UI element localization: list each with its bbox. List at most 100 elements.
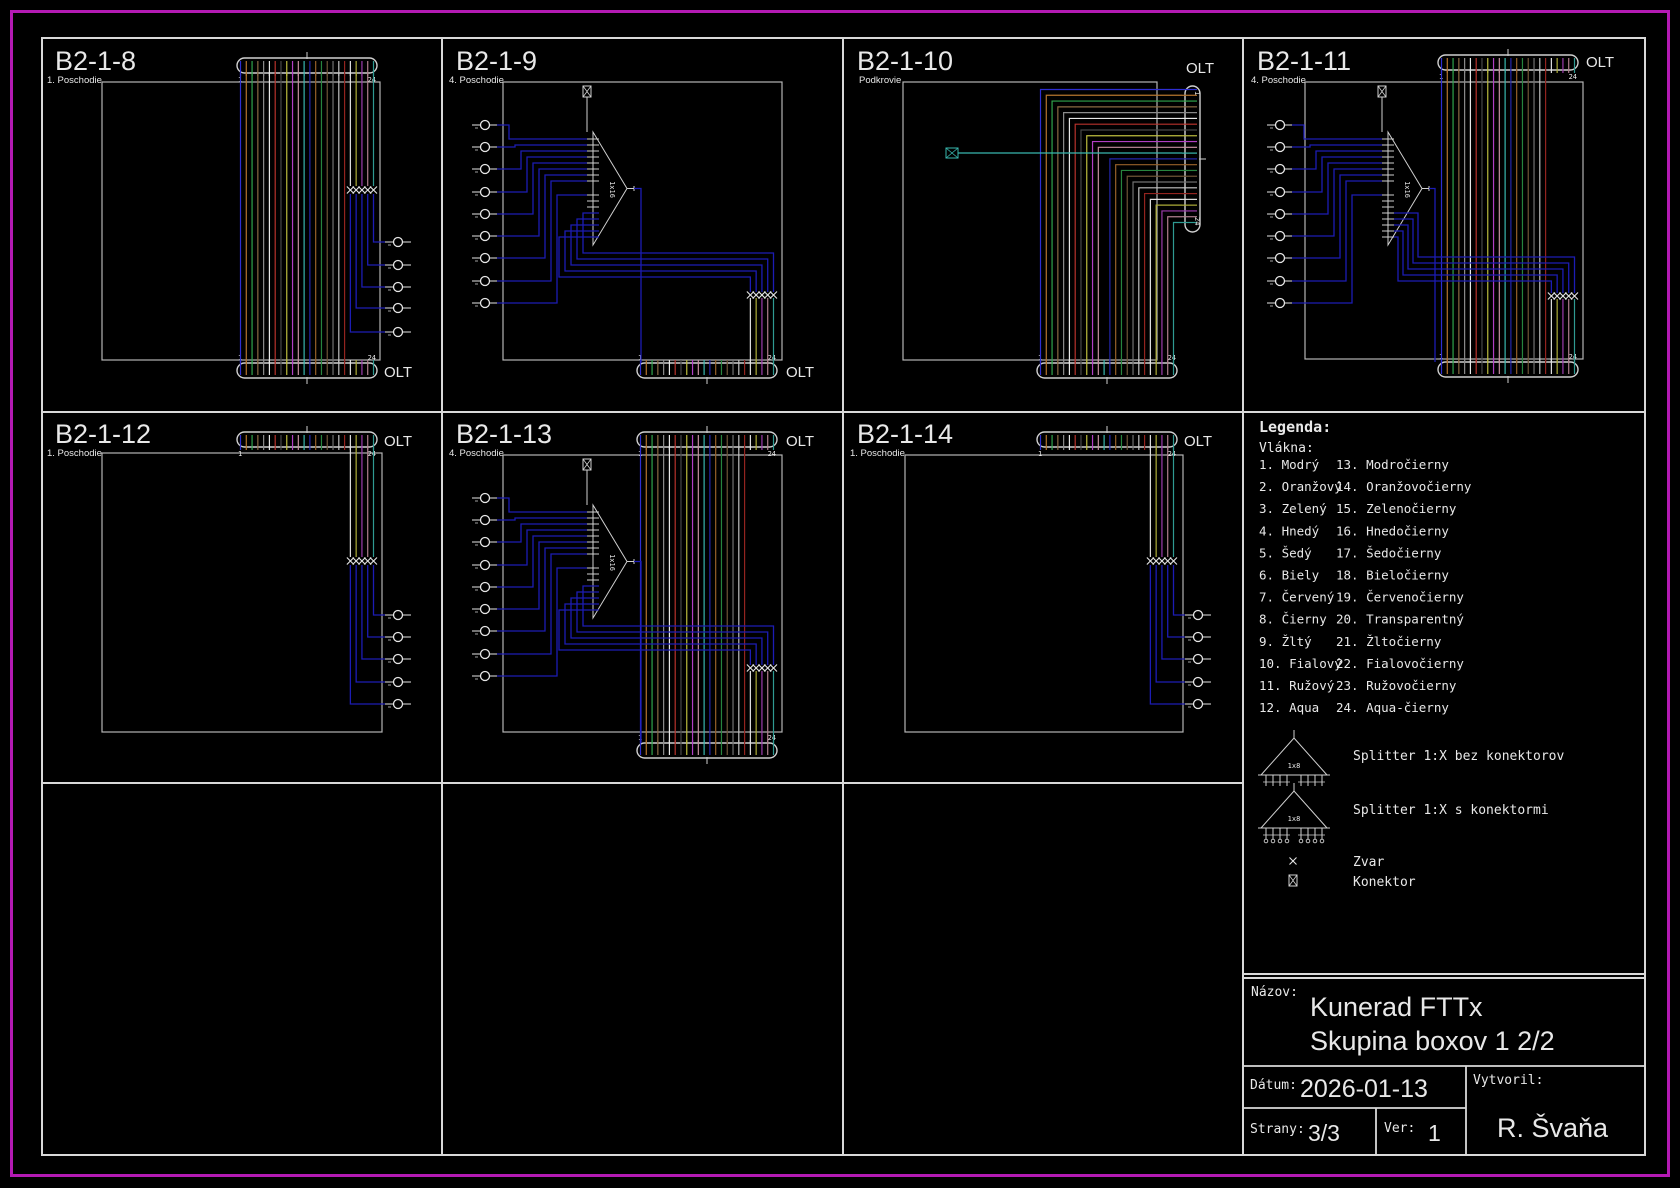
fiber-line — [1086, 135, 1182, 363]
field-label-datum: Dátum: — [1250, 1078, 1297, 1093]
subscriber-terminal — [472, 670, 498, 682]
drop-fiber — [497, 497, 587, 513]
panel-subtitle: 1. Poschodie — [47, 448, 102, 459]
splice-x-icon — [1169, 557, 1178, 565]
fiber-line — [1068, 117, 1182, 363]
subscriber-terminal — [385, 698, 411, 710]
subscriber-terminal — [1267, 252, 1293, 264]
fiber-line — [1097, 146, 1182, 363]
subscriber-terminal — [1185, 631, 1211, 643]
subscriber-terminal — [472, 581, 498, 593]
splitter-ratio-label: 1x16 — [1403, 181, 1411, 198]
splice-x-icon — [752, 291, 761, 299]
fiber-line — [1138, 187, 1182, 363]
fiber-line — [1143, 192, 1182, 363]
legend-fiber-entry: 2. Oranžový — [1259, 479, 1342, 494]
drop-fiber — [497, 174, 587, 259]
splice-x-icon — [369, 186, 378, 194]
fiber-line — [1172, 221, 1182, 363]
splice-x-icon — [1152, 557, 1161, 565]
field-label-vytvoril: Vytvoril: — [1473, 1073, 1543, 1088]
port-number-last: 24 — [368, 76, 376, 84]
fiber-line — [1074, 123, 1182, 363]
fiber-line — [1109, 158, 1182, 363]
panel-B2-1-12: B2-1-121. Poschodie 1 24 OLT — [47, 419, 412, 733]
splitter-output-connector — [1312, 838, 1318, 844]
splice-x-icon — [1547, 292, 1556, 300]
splice-x-icon — [1564, 292, 1573, 300]
drop-fiber — [497, 194, 587, 304]
legend-fiber-entry: 4. Hnedý — [1259, 523, 1320, 538]
panel-B2-1-9: B2-1-94. Poschodie 1 24 OLT 1x16 — [449, 46, 814, 384]
panel-B2-1-13: B2-1-134. Poschodie124124OLT1x16 — [449, 419, 814, 764]
field-label-ver: Ver: — [1384, 1121, 1415, 1136]
splitter-symbol — [1260, 790, 1328, 829]
splice-x-icon — [1570, 292, 1579, 300]
field-label-strany: Strany: — [1250, 1122, 1305, 1137]
subscriber-terminal — [472, 186, 498, 198]
olt-label: OLT — [1184, 433, 1212, 450]
subscriber-terminal — [1185, 609, 1211, 621]
panel-title: B2-1-8 — [55, 46, 136, 76]
splice-x-icon — [1146, 557, 1155, 565]
panel-subtitle: 1. Poschodie — [47, 75, 102, 86]
subscriber-terminal — [1267, 119, 1293, 131]
subscriber-terminal — [472, 648, 498, 660]
splice-x-icon — [358, 186, 366, 194]
splice-x-icon — [746, 291, 755, 299]
drop-fiber — [497, 124, 587, 140]
subscriber-terminal — [472, 208, 498, 220]
subscriber-terminal — [1267, 141, 1293, 153]
legend-konektor-label: Konektor — [1353, 875, 1416, 890]
fiber-line — [1161, 210, 1182, 363]
legend-fiber-entry: 9. Žltý — [1259, 634, 1312, 649]
magenta-border — [10, 10, 1670, 1177]
port-number-first: 1 — [1038, 450, 1042, 458]
drop-fiber — [1172, 565, 1185, 616]
room-outline — [502, 81, 783, 361]
room-outline — [904, 454, 1184, 733]
drop-fiber — [1292, 156, 1382, 193]
splitter-output-connector — [1305, 838, 1311, 844]
drop-fiber — [497, 156, 587, 193]
connector-box — [1288, 874, 1298, 887]
legend-fiber-entry: 14. Oranžovočierny — [1336, 479, 1472, 494]
olt-label: OLT — [1586, 54, 1614, 71]
legend-fiber-entry: 18. Bieločierny — [1336, 568, 1449, 583]
drop-fiber — [367, 565, 385, 638]
panel-subtitle: Podkrovie — [859, 75, 901, 86]
subscriber-terminal — [1267, 208, 1293, 220]
drop-fiber — [372, 565, 385, 616]
port-number-last: 24 — [1569, 73, 1577, 81]
splice-x-icon — [1553, 292, 1562, 300]
splice-x-icon — [746, 664, 755, 672]
splitter-symbol — [1260, 737, 1328, 776]
fiber-line — [1155, 204, 1182, 363]
splitter-output-connector — [1284, 838, 1290, 844]
fiber-line — [1167, 216, 1182, 363]
subscriber-terminal — [1185, 653, 1211, 665]
splice-x-icon — [346, 557, 355, 565]
panel-title: B2-1-12 — [55, 419, 151, 449]
room-outline — [902, 81, 1158, 361]
splice-x-icon — [1559, 292, 1567, 300]
drop-fiber — [1292, 180, 1382, 282]
drop-fiber — [497, 517, 587, 521]
drop-fiber — [564, 230, 757, 292]
fiber-line — [1120, 169, 1182, 363]
port-number-last: 24 — [1168, 354, 1176, 362]
legend-fiber-entry: 11. Ružový — [1259, 678, 1335, 693]
legend-fiber-entry: 10. Fialový — [1259, 656, 1342, 671]
legend-splitter2-label: Splitter 1:X s konektormi — [1353, 803, 1549, 818]
splice-x-icon — [763, 664, 772, 672]
panel-B2-1-11: B2-1-114. Poschodie124124OLT1x16 — [1251, 46, 1614, 383]
panel-subtitle: 4. Poschodie — [449, 75, 504, 86]
fiber-line — [1039, 88, 1182, 363]
document-title-line1: Kunerad FTTx — [1310, 992, 1483, 1022]
subscriber-terminal — [1185, 676, 1211, 688]
drop-fiber — [1155, 565, 1185, 683]
title-block: Názov: Kunerad FTTx Skupina boxov 1 2/2 Dát… — [1250, 985, 1609, 1146]
olt-label: OLT — [1186, 60, 1214, 77]
subscriber-terminal — [472, 514, 498, 526]
